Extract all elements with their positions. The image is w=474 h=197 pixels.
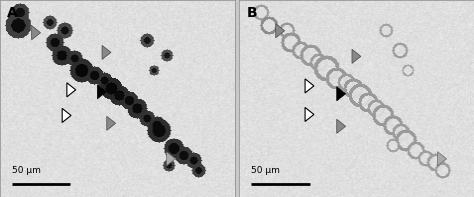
Polygon shape [107, 116, 116, 130]
Polygon shape [352, 49, 361, 63]
Polygon shape [102, 45, 111, 59]
Polygon shape [67, 83, 76, 97]
Polygon shape [97, 85, 106, 99]
Polygon shape [276, 24, 284, 38]
Polygon shape [438, 152, 447, 166]
Polygon shape [166, 152, 175, 166]
Polygon shape [305, 107, 314, 122]
Polygon shape [305, 79, 314, 93]
Polygon shape [337, 87, 346, 101]
Text: B: B [246, 6, 257, 20]
Text: 50 μm: 50 μm [251, 166, 280, 175]
Polygon shape [337, 119, 346, 133]
Text: A: A [7, 6, 18, 20]
Polygon shape [32, 26, 41, 40]
Text: 50 μm: 50 μm [12, 166, 41, 175]
Polygon shape [62, 108, 71, 123]
